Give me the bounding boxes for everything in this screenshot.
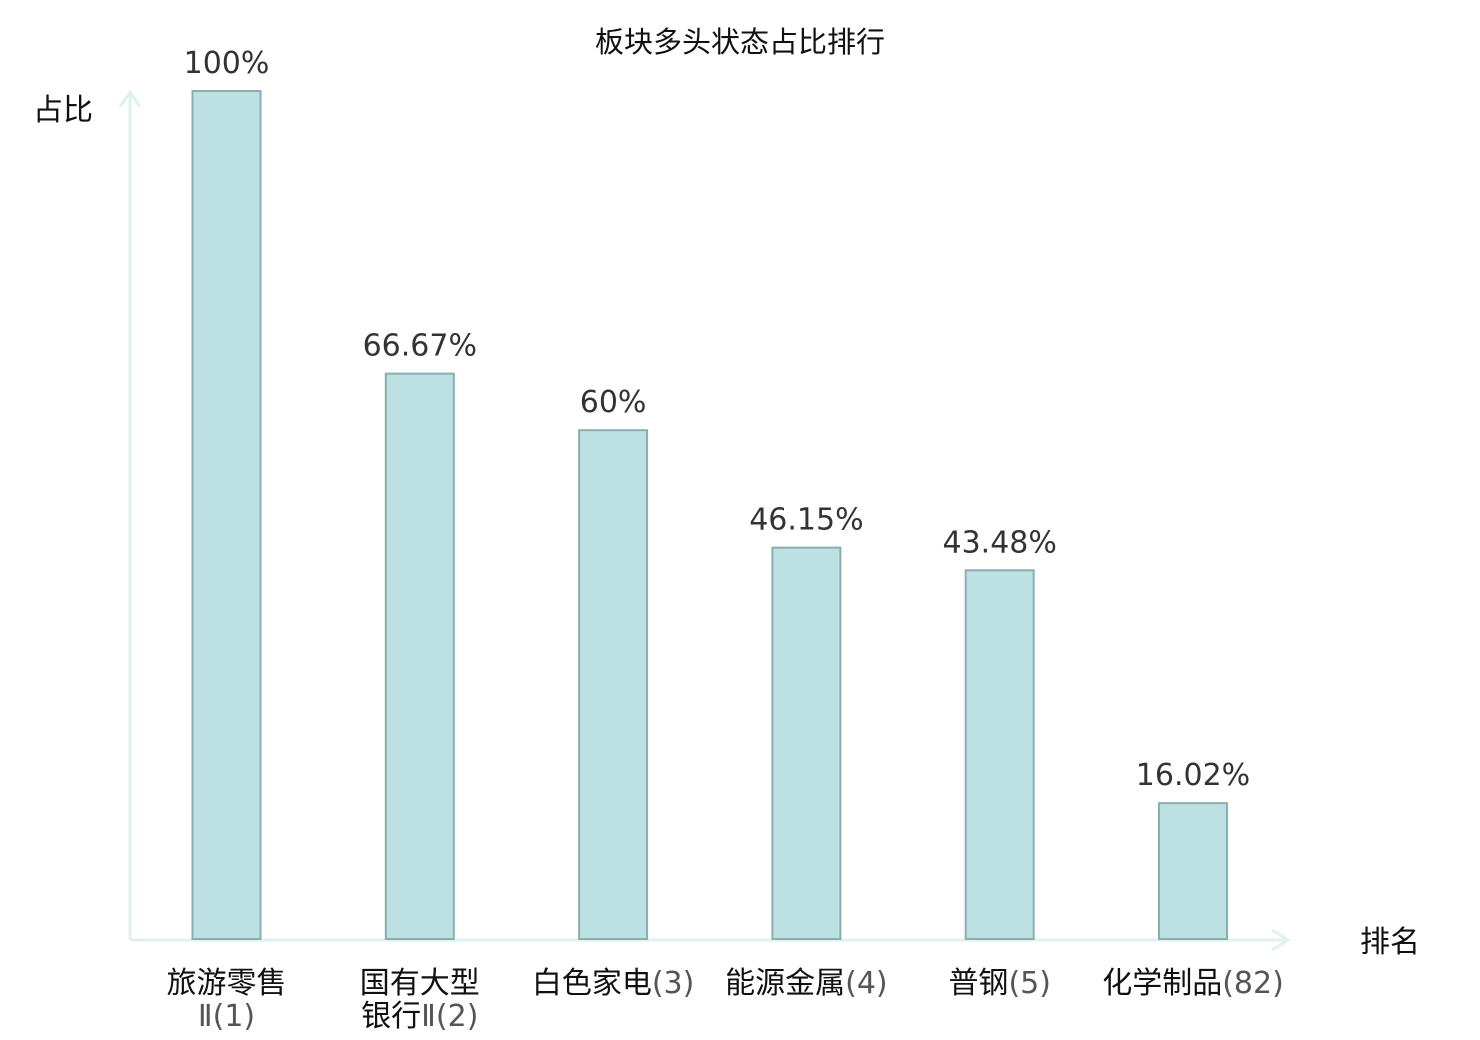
category-name: 国有大型 [360, 966, 480, 1001]
category-label-3-line-1: 白色家电(3) [532, 966, 695, 1001]
category-name: 能源金属 [725, 966, 845, 1001]
bar-1 [191, 90, 262, 940]
category-name: 普钢 [948, 966, 1008, 1001]
y-axis-arrow [118, 89, 142, 108]
category-label-2-line-2: 银行Ⅱ(2) [361, 999, 478, 1034]
chart-title: 板块多头状态占比排行 [595, 25, 885, 59]
category-name: 化学制品 [1102, 966, 1222, 1001]
value-labels-group: 100% 66.67% 60% 46.15% 43.48% 16.02% [184, 46, 1251, 793]
y-axis-label: 占比 [33, 93, 93, 128]
x-axis-arrow [1271, 928, 1291, 952]
y-axis [118, 89, 142, 940]
bar-3 [578, 429, 649, 940]
category-name: 银行 [361, 999, 421, 1034]
category-label-1-line-2: Ⅱ(1) [198, 999, 255, 1034]
x-axis [130, 928, 1291, 952]
value-label-2: 66.67% [363, 329, 477, 364]
category-label-6-line-1: 化学制品(82) [1102, 966, 1284, 1001]
category-rank: (5) [1008, 966, 1050, 1001]
value-label-1: 100% [184, 46, 270, 81]
value-label-3: 60% [580, 385, 647, 420]
x-axis-label: 排名 [1360, 925, 1420, 960]
category-rank: (3) [652, 966, 695, 1001]
bar-4 [771, 546, 842, 940]
bar-6 [1158, 802, 1228, 940]
bar-2 [384, 372, 455, 940]
category-rank: (82) [1222, 966, 1284, 1001]
value-label-4: 46.15% [749, 503, 863, 538]
value-label-6: 16.02% [1136, 758, 1250, 793]
bars-group [191, 90, 1228, 940]
value-label-5: 43.48% [943, 525, 1057, 560]
bar-5 [964, 569, 1035, 940]
category-name: 白色家电 [532, 966, 652, 1001]
category-name: 旅游零售 [167, 966, 287, 1001]
category-label-4-line-1: 能源金属(4) [725, 966, 888, 1001]
category-label-2-line-1: 国有大型 [360, 966, 480, 1001]
category-label-1-line-1: 旅游零售 [167, 966, 287, 1001]
category-label-5-line-1: 普钢(5) [948, 966, 1050, 1001]
category-rank: Ⅱ(1) [198, 999, 255, 1034]
category-rank: Ⅱ(2) [421, 999, 478, 1034]
category-rank: (4) [845, 966, 888, 1001]
